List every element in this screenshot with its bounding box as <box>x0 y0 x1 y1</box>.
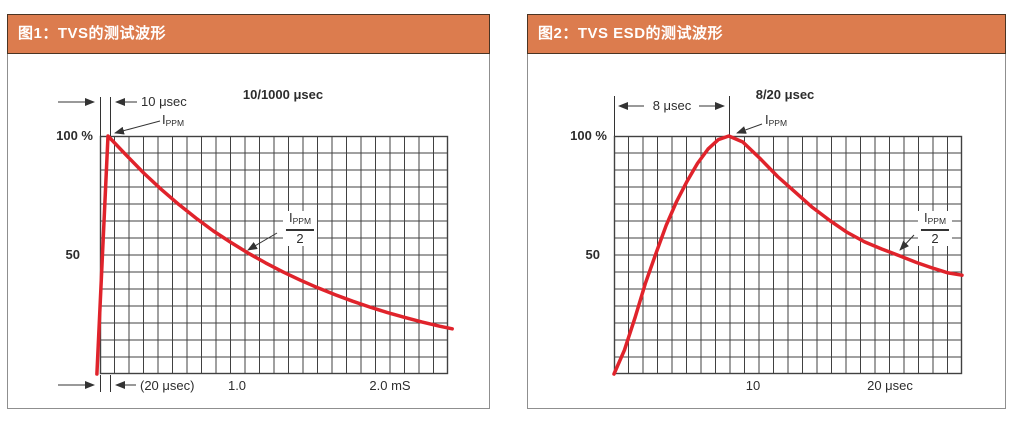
figure2-x-axis-tick2-label: 20 μsec <box>867 378 913 393</box>
figure1-y-axis-100-label: 100 % <box>56 128 93 143</box>
figure1-ippm-leader-arrow <box>114 120 161 135</box>
figure1-header-title: 图1：TVS的测试波形 <box>18 25 167 42</box>
figure1-dimension-marks <box>58 97 278 392</box>
figure1-waveform-curve <box>95 134 454 376</box>
figure1-grid <box>99 135 449 375</box>
figure1-header: 图1：TVS的测试波形 <box>7 14 490 54</box>
figure1-plot-svg <box>58 97 454 392</box>
figure2-rise-time-label: 8 μsec <box>652 98 692 113</box>
figure2-ippm-half-leader-arrow <box>899 234 915 251</box>
figure2-ippm-half-denominator: 2 <box>931 231 939 246</box>
figure1-x-axis-tick1-label: 1.0 <box>227 378 247 393</box>
figure1-ippm-half-label: IPPM 2 <box>282 211 318 246</box>
figure2-waveform-type-label: 8/20 μsec <box>755 87 815 102</box>
figure2-x-axis-tick1-label: 10 <box>745 378 761 393</box>
figure2-y-axis-100-label: 100 % <box>570 128 607 143</box>
figure1-waveform-type-label: 10/1000 μsec <box>242 87 324 102</box>
figure2-ippm-half-label: IPPM 2 <box>917 211 953 246</box>
figure2-y-axis-50-label: 50 <box>585 247 600 262</box>
figure2-grid <box>613 135 963 375</box>
figure1-chart-area: 10/1000 μsec 10 μsec 100 % 50 IPPM IPPM … <box>8 54 489 407</box>
figure2-chart-area: 8/20 μsec 8 μsec 100 % 50 IPPM IPPM 2 10… <box>528 54 1005 407</box>
figure1-ippm-subscript: PPM <box>165 118 185 128</box>
figure2-waveform-curve <box>612 134 964 376</box>
figure1-panel: 图1：TVS的测试波形 10/100 <box>7 14 490 409</box>
figure2-ippm-leader-arrow <box>736 123 763 134</box>
figure2-ippm-half-numerator: IPPM <box>920 211 950 231</box>
figure1-ippm-half-denominator: 2 <box>296 231 304 246</box>
figure2-ippm-subscript: PPM <box>768 118 788 128</box>
figure2-panel: 图2：TVS ESD的测试波形 8/20 μsec 8 μsec 100 % 5… <box>527 14 1006 409</box>
figure1-ippm-label: IPPM <box>162 112 184 131</box>
figure2-dimension-marks <box>614 96 915 251</box>
figure2-header: 图2：TVS ESD的测试波形 <box>527 14 1006 54</box>
figure1-ippm-symbol: I <box>162 112 166 127</box>
figure1-ippm-half-leader-arrow <box>247 232 278 251</box>
figure1-y-axis-50-label: 50 <box>65 247 80 262</box>
figure2-ippm-symbol: I <box>765 112 769 127</box>
figure1-x-axis-tick2-label: 2.0 mS <box>369 378 411 393</box>
figure1-ippm-half-numerator: IPPM <box>285 211 315 231</box>
figure2-header-title: 图2：TVS ESD的测试波形 <box>538 25 724 42</box>
figure2-plot-svg <box>612 96 964 376</box>
figure1-rise-time-label: 10 μsec <box>141 94 187 109</box>
figure1-x-axis-note-label: (20 μsec) <box>140 378 195 393</box>
figure2-ippm-label: IPPM <box>765 112 787 131</box>
